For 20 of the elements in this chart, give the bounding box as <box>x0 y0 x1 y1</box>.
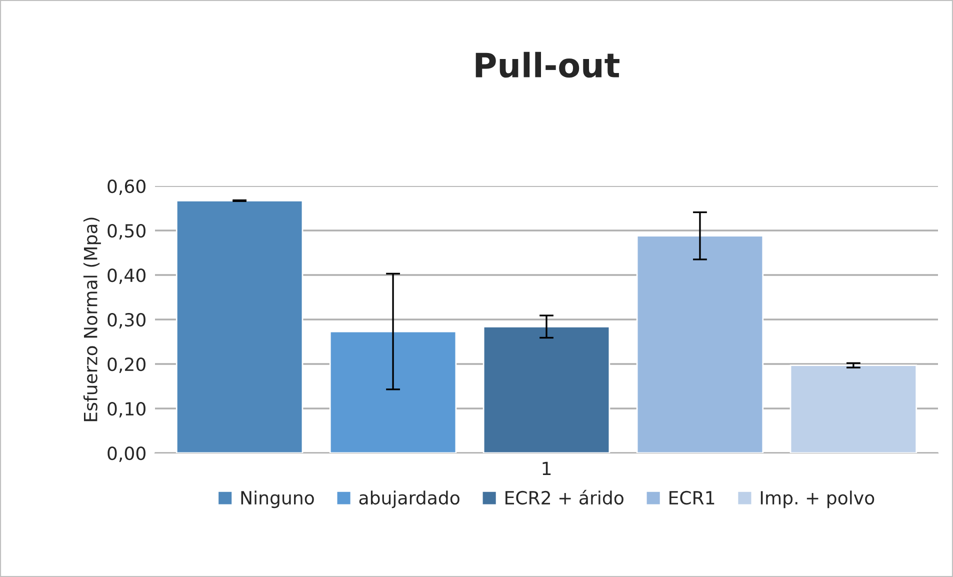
bar <box>176 200 304 453</box>
legend-label: ECR1 <box>670 490 714 505</box>
legend-label: ECR2 + árido <box>506 490 624 505</box>
legend-label: Imp. + polvo <box>760 490 874 508</box>
bar <box>329 330 457 453</box>
y-tick-label: 0,10 <box>108 402 146 418</box>
legend-label: Ninguno <box>241 490 314 508</box>
y-tick-label: 0,00 <box>108 446 146 462</box>
y-tick-label: 0,50 <box>108 224 146 240</box>
y-axis-title: Esfuerzo Normal (Mpa) <box>83 218 101 422</box>
bar <box>482 326 610 453</box>
y-tick-label: 0,40 <box>108 268 146 284</box>
y-tick-label: 0,30 <box>108 312 146 328</box>
x-tick-label: 1 <box>542 462 551 476</box>
y-tick-label: 0,20 <box>108 357 146 373</box>
legend-label: abujardado <box>359 490 460 508</box>
bar <box>636 235 764 453</box>
y-tick-label: 0,60 <box>108 179 146 195</box>
chart-title: Pull-out <box>476 52 620 78</box>
bar <box>790 364 918 453</box>
